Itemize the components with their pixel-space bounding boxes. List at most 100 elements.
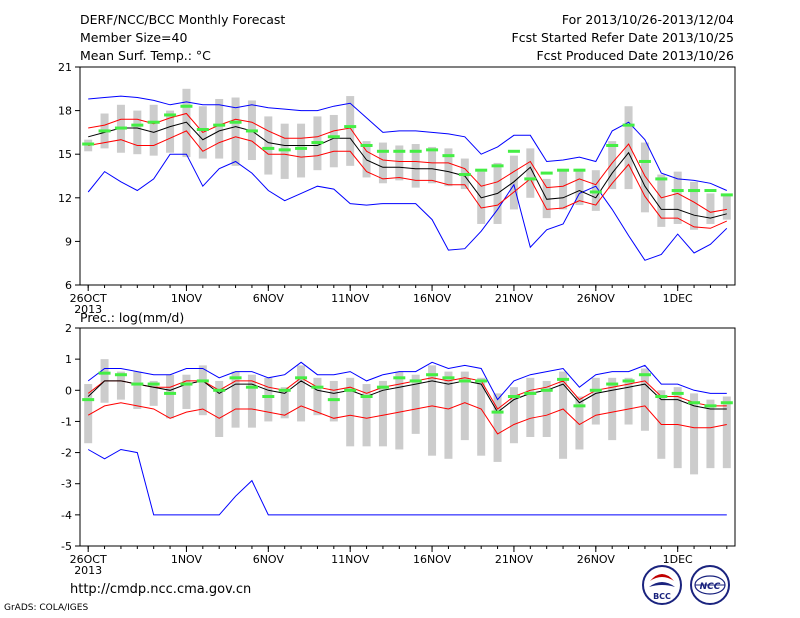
chart-1-marker [245,129,258,133]
chart-2-spread-bar [575,396,584,450]
chart-1-marker [524,177,537,181]
chart-2-spread-bar [166,374,175,419]
chart-2-spread-bar [116,371,125,400]
chart-1-marker [164,113,177,117]
chart-2-marker [376,385,389,389]
chart-2-marker [295,376,308,380]
chart-1-marker [442,154,455,158]
chart-1-spread-bar [428,146,437,184]
chart-2-marker [507,395,520,399]
chart-2-marker [311,385,324,389]
chart-1-spread-bar [231,97,240,166]
chart-1-spread-bar [526,148,535,198]
chart-2-marker [409,379,422,383]
chart-2-marker [393,376,406,380]
chart-2-lower-percentile-line [87,402,727,435]
chart-1-marker [688,189,701,193]
chart-1-y-tick-label: 15 [58,148,72,161]
chart-2-marker [98,371,111,375]
chart-1-spread-bar [673,171,682,224]
chart-2-spread-bar [559,371,568,459]
agency-logos: BCC NCC [642,565,730,605]
chart-2-title: Prec.: log(mm/d) [80,310,184,325]
chart-2-marker [360,395,373,399]
chart-1-spread-bar [624,106,633,190]
chart-1-y-tick-label: 12 [58,192,72,205]
footer-url[interactable]: http://cmdp.ncc.cma.gov.cn [70,582,252,597]
chart-1-lower-line [87,153,728,261]
chart-2-x-tick-label: 26OCT [70,553,107,566]
chart-1-marker [295,146,308,150]
chart-2-marker [344,388,357,392]
header-variable: Mean Surf. Temp.: °C [80,48,211,63]
chart-2-marker [524,391,537,395]
chart-2-x-tick-label: 11NOV [331,553,370,566]
chart-2-spread-bar [198,365,207,416]
chart-2-spread-bar [378,380,387,447]
chart-2-marker [688,401,701,405]
chart-1-spread-bar [378,142,387,184]
chart-1-marker [229,120,242,124]
bcc-logo-text: BCC [653,592,671,601]
footer-grads: GrADS: COLA/IGES [4,603,89,613]
chart-2-marker [638,373,651,377]
chart-1-marker [376,149,389,153]
chart-2-spread-bar [264,377,273,422]
chart-2-marker [540,388,553,392]
chart-1-spread-bar [297,123,306,178]
chart-1-y-tick-label: 21 [58,61,72,74]
chart-1-marker [540,171,553,175]
chart-2-marker [164,391,177,395]
chart-1-marker [606,143,619,147]
chart-2-spread-bar [149,380,158,406]
chart-2-x-tick-label: 6NOV [253,553,285,566]
chart-2-x-tick-label: 1NOV [171,553,203,566]
chart-2-spread-bar [493,393,502,462]
chart-2-marker [213,388,226,392]
chart-1-marker [311,141,324,145]
chart-1-marker [655,177,668,181]
chart-1-spread-bar [411,144,420,188]
chart-2-marker [278,388,291,392]
chart-1-mean-line [88,121,727,219]
chart-1-spread-bar [149,104,158,156]
chart-1-marker [409,149,422,153]
chart-2-marker [229,376,242,380]
chart-1-marker [638,159,651,163]
chart-1-marker [131,123,144,127]
chart-1-upper-percentile-line [88,112,727,213]
chart-2-marker [671,391,684,395]
chart-2-y-tick-label: 1 [65,353,72,366]
chart-1-x-tick-label: 26NOV [577,292,616,305]
chart-2-spread-bar [624,377,633,425]
chart-1-x-tick-label: 16NOV [413,292,452,305]
chart-1-marker [671,189,684,193]
chart-2-spread-bar [215,380,224,437]
chart-1-x-tick-label: 21NOV [495,292,534,305]
chart-2-y-tick-label: -1 [61,415,72,428]
header-period: For 2013/10/26-2013/12/04 [561,12,734,27]
chart-2-marker [114,373,127,377]
chart-2-spread-bar [133,371,142,409]
chart-1-marker [262,146,275,150]
chart-2-frame [79,327,736,547]
chart-2-spread-bar [411,374,420,434]
chart-2-marker [655,395,668,399]
chart-1-lower-percentile-line [88,130,728,229]
chart-2-x-tick-label: 1DEC [663,553,693,566]
chart-1-x-tick-label: 1DEC [663,292,693,305]
chart-2-spread-bar [673,387,682,469]
chart-1-marker [278,148,291,152]
chart-2-spread-bar [231,371,240,428]
chart-2-spread-bar [460,371,469,441]
chart-2-spread-bar [526,377,535,437]
header-produced-date: Fcst Produced Date 2013/10/26 [536,48,734,63]
chart-2-marker [557,377,570,381]
chart-2-spread-bar [542,380,551,437]
chart-1-x-year-label: 2013 [74,303,102,316]
chart-2-marker [606,382,619,386]
chart-1-spread-bar [509,155,518,210]
chart-2-marker [442,376,455,380]
